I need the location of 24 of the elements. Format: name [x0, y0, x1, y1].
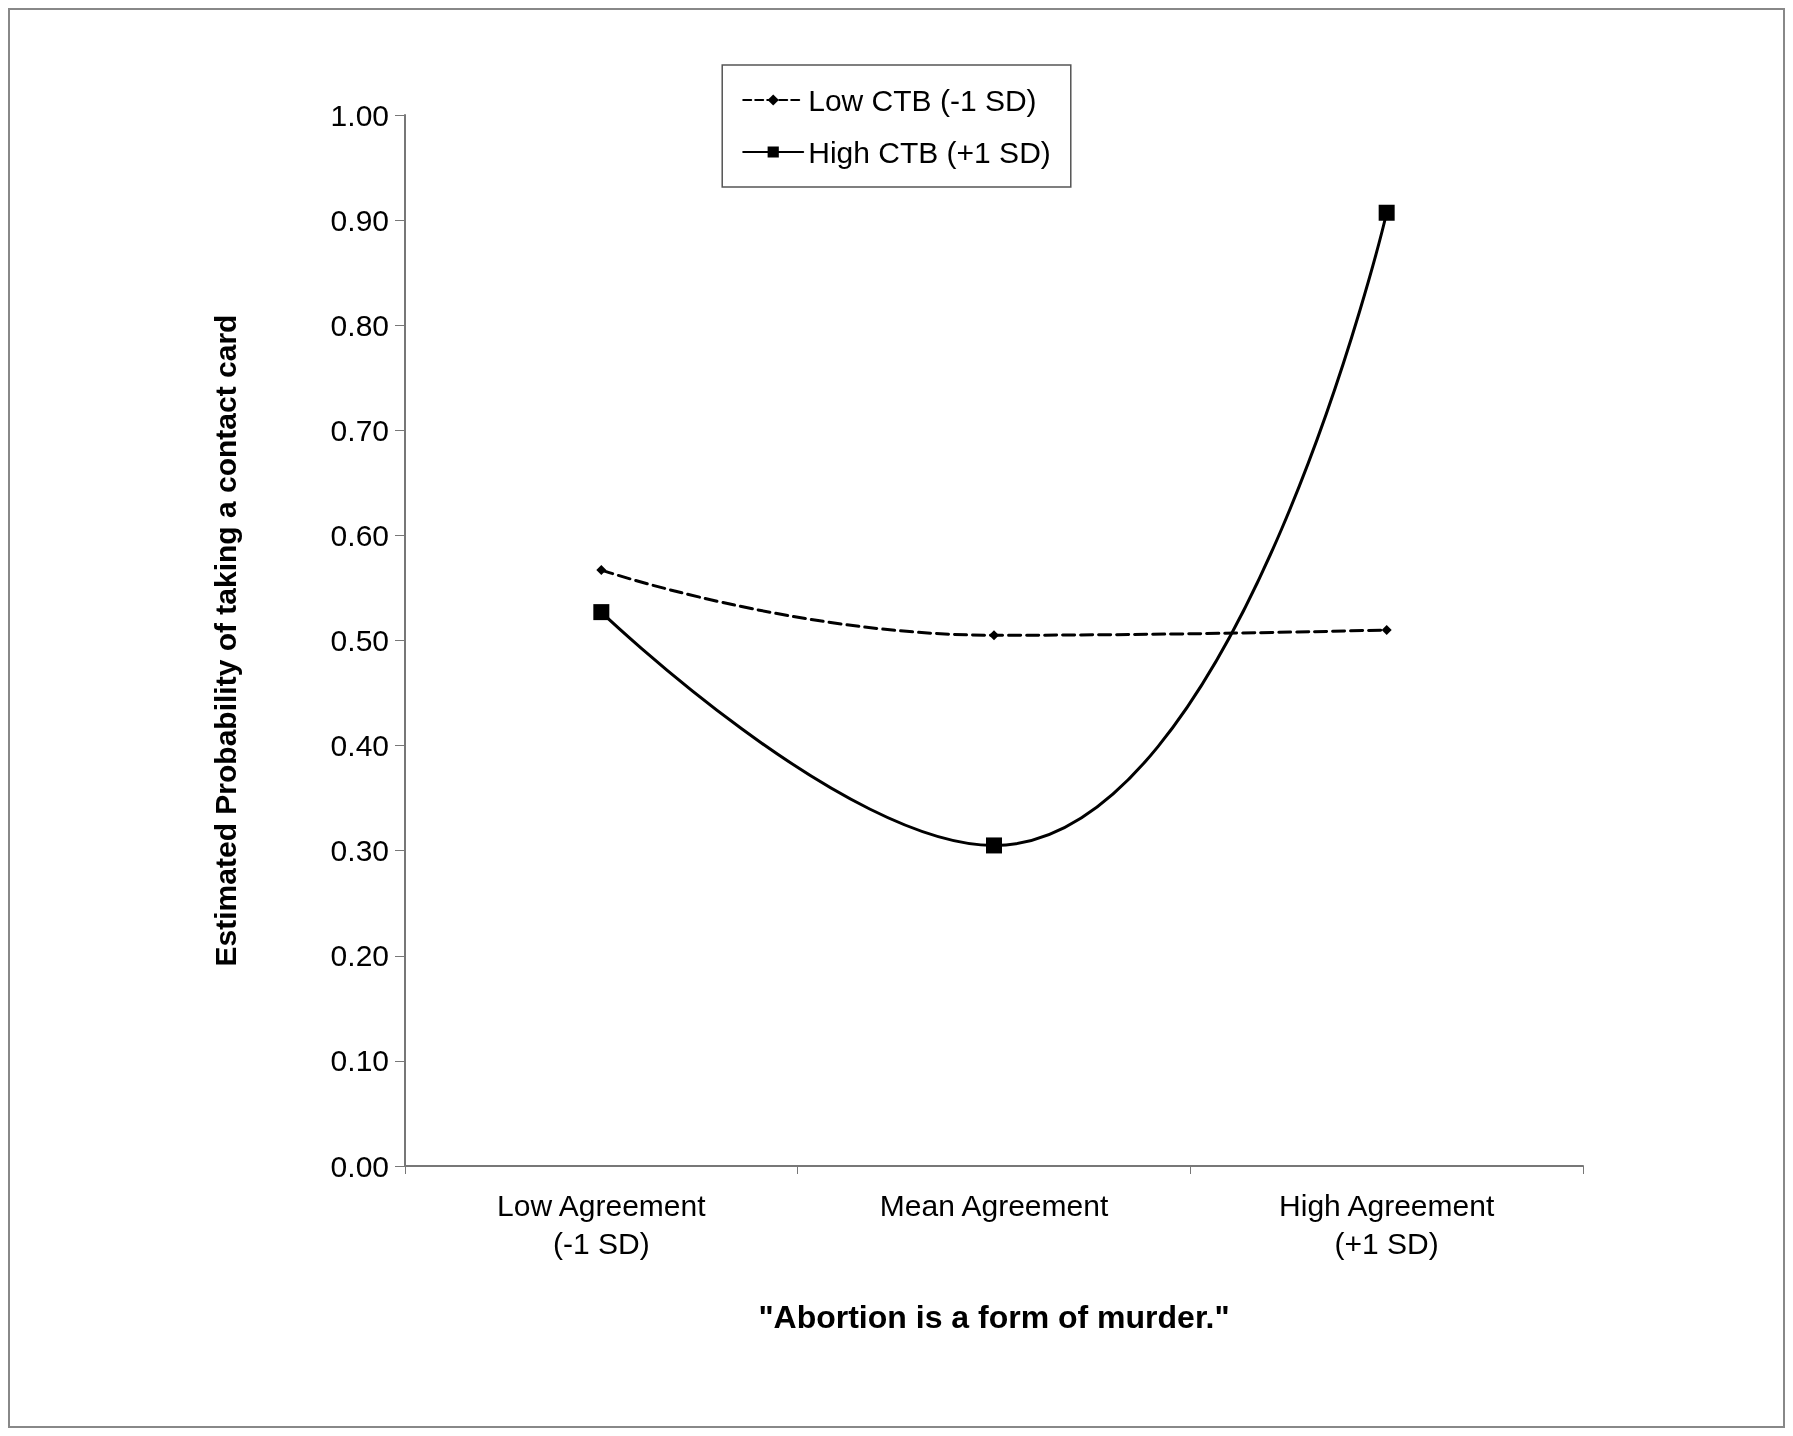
legend-label: Low CTB (-1 SD): [808, 83, 1037, 117]
y-tick-label: 0.80: [330, 308, 389, 342]
point: [986, 837, 1002, 854]
y-tick-label: 0.30: [330, 834, 389, 868]
y-tick-label: 0.60: [330, 518, 389, 552]
y-tick-label: 0.00: [330, 1149, 389, 1183]
x-tick-label: Low Agreement (-1 SD): [497, 1188, 707, 1260]
y-tick-label: 0.20: [330, 939, 389, 973]
y-tick-label: 0.70: [330, 413, 389, 447]
x-tick-label: High Agreement (+1 SD): [1279, 1188, 1495, 1260]
x-tick-label: Mean Agreement: [879, 1188, 1109, 1222]
y-axis-title: Estimated Probability of taking a contact card: [208, 314, 242, 967]
y-tick-label: 1.00: [330, 98, 389, 132]
point: [1381, 624, 1392, 635]
x-axis-title: "Abortion is a form of murder.": [758, 1299, 1230, 1335]
y-tick-label: 0.40: [330, 729, 389, 763]
y-tick-label: 0.50: [330, 624, 389, 657]
y-tick-label: 0.90: [330, 203, 389, 237]
point: [596, 565, 607, 576]
point: [593, 604, 610, 621]
legend-label: High CTB (+1 SD): [808, 135, 1051, 169]
y-tick-label: 0.10: [330, 1044, 389, 1078]
point: [989, 630, 999, 641]
point: [1378, 204, 1395, 221]
